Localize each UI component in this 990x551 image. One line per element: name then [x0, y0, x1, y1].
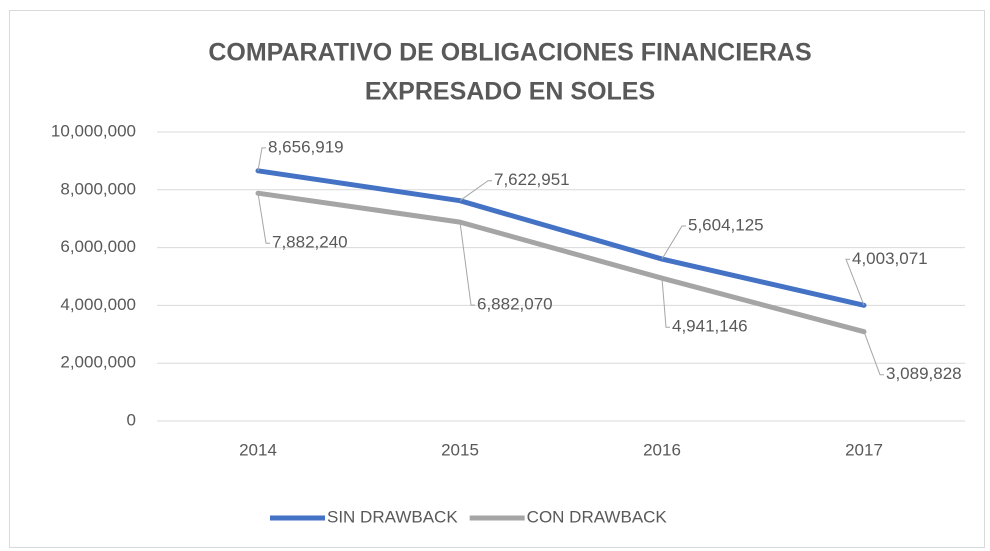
series-line — [255, 168, 867, 308]
leader-line — [459, 222, 475, 306]
x-tick-label: 2015 — [441, 440, 479, 459]
data-label: 3,089,828 — [886, 364, 962, 383]
series-line — [255, 190, 867, 335]
chart-title: EXPRESADO EN SOLES — [365, 78, 655, 106]
data-label: 5,604,125 — [688, 216, 764, 235]
legend-label: CON DRAWBACK — [527, 507, 668, 526]
y-tick-label: 2,000,000 — [60, 353, 136, 372]
y-tick-label: 6,000,000 — [60, 237, 136, 256]
chart-title: COMPARATIVO DE OBLIGACIONES FINANCIERAS — [208, 39, 811, 67]
data-label: 7,882,240 — [272, 233, 348, 252]
chart-frame — [9, 10, 985, 548]
y-tick-label: 10,000,000 — [51, 121, 136, 140]
x-tick-label: 2017 — [845, 440, 883, 459]
x-tick-label: 2016 — [643, 440, 681, 459]
x-tick-label: 2014 — [239, 440, 277, 459]
legend-label: SIN DRAWBACK — [327, 507, 458, 526]
leader-line — [257, 147, 266, 171]
leader-line — [459, 180, 492, 202]
leader-line — [845, 258, 865, 306]
data-label: 8,656,919 — [268, 137, 344, 156]
leader-line — [661, 278, 670, 328]
data-label: 4,003,071 — [852, 249, 928, 268]
leader-line — [661, 225, 686, 260]
data-label: 4,941,146 — [672, 317, 748, 336]
data-label: 7,622,951 — [494, 170, 570, 189]
leader-line — [257, 193, 270, 244]
y-tick-label: 0 — [127, 410, 136, 429]
data-label: 6,882,070 — [477, 295, 553, 314]
y-tick-label: 8,000,000 — [60, 179, 136, 198]
leader-line — [863, 331, 884, 376]
y-tick-label: 4,000,000 — [60, 295, 136, 314]
